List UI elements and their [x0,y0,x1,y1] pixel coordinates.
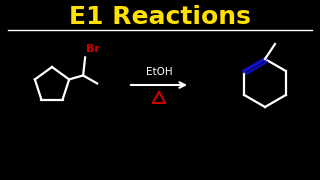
Text: Br: Br [86,44,100,54]
Text: E1 Reactions: E1 Reactions [69,5,251,29]
Text: EtOH: EtOH [146,67,172,77]
